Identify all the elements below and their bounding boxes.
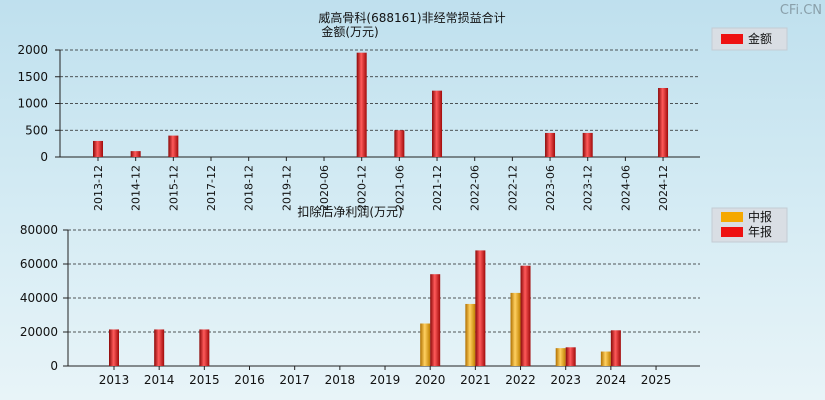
x-tick-label: 2015-12	[167, 165, 180, 211]
legend-swatch-amount	[721, 34, 743, 44]
bar-amount	[394, 130, 405, 157]
bar-interim	[600, 351, 611, 366]
y-tick-label: 1000	[17, 97, 48, 111]
bar-interim	[465, 303, 476, 366]
x-tick-label: 2021-12	[431, 165, 444, 211]
chart1-legend: 金额	[711, 27, 788, 51]
x-tick-label: 2013	[99, 373, 130, 387]
y-tick-label: 0	[40, 150, 48, 164]
bar-amount	[432, 90, 443, 157]
watermark: CFi.CN	[780, 3, 822, 18]
x-tick-label: 2016	[234, 373, 265, 387]
bar-amount	[356, 52, 367, 157]
x-tick-label: 2020	[415, 373, 446, 387]
x-tick-label: 2021-06	[393, 165, 406, 211]
chart2-plot: 0 20000 40000 60000 80000 2013 2014 2015 2016 201…	[20, 223, 700, 387]
bar-annual	[154, 329, 165, 366]
legend-label-amount: 金额	[748, 31, 772, 46]
legend-swatch-interim	[721, 212, 743, 222]
y-tick-label: 1500	[17, 70, 48, 84]
x-tick-label: 2024-06	[619, 165, 632, 211]
chart2-legend: 中报 年报	[711, 207, 788, 243]
chart1-subtitle: 金额(万元)	[321, 24, 378, 39]
bar-annual	[430, 274, 441, 366]
x-tick-label: 2014	[144, 373, 175, 387]
y-tick-label: 2000	[17, 43, 48, 57]
legend-swatch-annual	[721, 227, 743, 237]
bar-amount	[545, 132, 556, 157]
x-tick-label: 2020-06	[318, 165, 331, 211]
bar-amount	[93, 140, 103, 157]
bar-amount	[658, 87, 669, 157]
x-tick-label: 2024	[596, 373, 627, 387]
x-tick-label: 2014-12	[130, 165, 143, 211]
legend-label-interim: 中报	[748, 209, 772, 224]
bar-annual	[565, 347, 576, 366]
bar-annual	[610, 330, 621, 366]
bar-interim	[420, 323, 431, 366]
chart1-plot: 0 500 1000 1500 2000 2013-12 2014-12 2015-12 201…	[17, 43, 700, 211]
x-tick-label: 2022-06	[469, 165, 482, 211]
x-tick-label: 2022-12	[506, 165, 519, 211]
x-tick-label: 2017-12	[205, 165, 218, 211]
bar-interim	[510, 292, 521, 366]
y-tick-label: 80000	[20, 223, 58, 237]
bar-annual	[109, 329, 119, 366]
legend-label-annual: 年报	[748, 224, 772, 239]
x-tick-label: 2019	[370, 373, 401, 387]
x-tick-label: 2019-12	[280, 165, 293, 211]
x-tick-label: 2024-12	[657, 165, 670, 211]
bar-amount	[582, 132, 593, 157]
bar-annual	[520, 265, 531, 366]
y-tick-label: 40000	[20, 291, 58, 305]
x-tick-label: 2022	[505, 373, 536, 387]
bar-interim	[555, 348, 566, 366]
chart1-title: 威高骨科(688161)非经常损益合计	[318, 10, 505, 25]
bar-amount	[130, 151, 141, 157]
x-tick-label: 2023-06	[544, 165, 557, 211]
x-tick-label: 2017	[279, 373, 310, 387]
bar-amount	[168, 135, 179, 157]
bar-annual	[199, 329, 210, 366]
x-tick-label: 2020-12	[356, 165, 369, 211]
y-tick-label: 500	[25, 123, 48, 137]
x-tick-label: 2018-12	[243, 165, 256, 211]
x-tick-label: 2021	[460, 373, 491, 387]
x-tick-label: 2015	[189, 373, 220, 387]
x-tick-label: 2013-12	[92, 165, 105, 211]
x-tick-label: 2025	[641, 373, 672, 387]
y-tick-label: 60000	[20, 257, 58, 271]
y-tick-label: 20000	[20, 325, 58, 339]
x-tick-label: 2023	[550, 373, 581, 387]
x-tick-label: 2023-12	[582, 165, 595, 211]
chart2-title: 扣除后净利润(万元)	[297, 204, 402, 219]
x-tick-label: 2018	[325, 373, 356, 387]
bar-annual	[475, 250, 486, 366]
y-tick-label: 0	[50, 359, 58, 373]
